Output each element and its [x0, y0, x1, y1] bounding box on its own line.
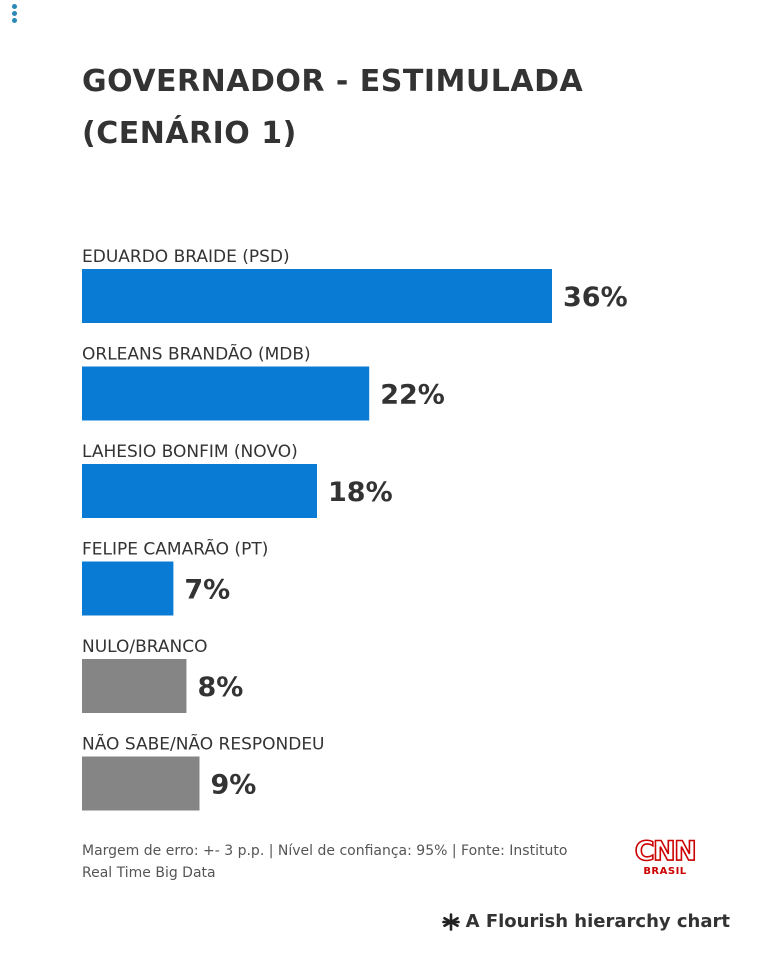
- cnn-brasil-logo: CNN BRASIL: [634, 836, 698, 877]
- flourish-attribution[interactable]: A Flourish hierarchy chart: [441, 911, 730, 932]
- bar-category-label: EDUARDO BRAIDE (PSD): [82, 247, 290, 267]
- bar-category-label: FELIPE CAMARÃO (PT): [82, 538, 268, 560]
- bar-value-label: 22%: [380, 380, 445, 411]
- bar-category-label: ORLEANS BRANDÃO (MDB): [82, 343, 311, 365]
- cnn-logo-word: CNN: [634, 836, 698, 867]
- bar-category-label: NULO/BRANCO: [82, 637, 208, 657]
- cnn-logo-sub: BRASIL: [643, 866, 687, 877]
- bar-value-label: 9%: [211, 770, 257, 801]
- bar[interactable]: [82, 561, 174, 616]
- bar[interactable]: [82, 659, 187, 713]
- bar-chart: EDUARDO BRAIDE (PSD) 36% ORLEANS BRANDÃO (…: [82, 247, 628, 811]
- flourish-asterisk-icon: [441, 912, 460, 931]
- bar-value-label: 8%: [197, 672, 243, 703]
- bar[interactable]: [82, 366, 370, 421]
- chart-title-line-1: GOVERNADOR - ESTIMULADA: [82, 64, 584, 99]
- more-vertical-icon[interactable]: [12, 4, 20, 25]
- bar-value-label: 36%: [563, 282, 628, 313]
- bar[interactable]: [82, 464, 317, 518]
- bar-value-label: 7%: [184, 575, 230, 606]
- flourish-attribution-text: A Flourish hierarchy chart: [465, 911, 730, 932]
- chart-title-line-2: (CENÁRIO 1): [82, 116, 297, 151]
- bar[interactable]: [82, 756, 200, 811]
- chart-title: GOVERNADOR - ESTIMULADA (CENÁRIO 1): [82, 56, 682, 160]
- source-note-line-1: Margem de erro: +- 3 p.p. | Nível de con…: [82, 843, 568, 859]
- bar-category-label: NÃO SABE/NÃO RESPONDEU: [82, 733, 325, 755]
- source-note: Margem de erro: +- 3 p.p. | Nível de con…: [82, 840, 622, 884]
- bar-value-label: 18%: [328, 477, 393, 508]
- bar-category-label: LAHESIO BONFIM (NOVO): [82, 442, 298, 462]
- bar[interactable]: [82, 269, 552, 323]
- source-note-line-2: Real Time Big Data: [82, 865, 216, 881]
